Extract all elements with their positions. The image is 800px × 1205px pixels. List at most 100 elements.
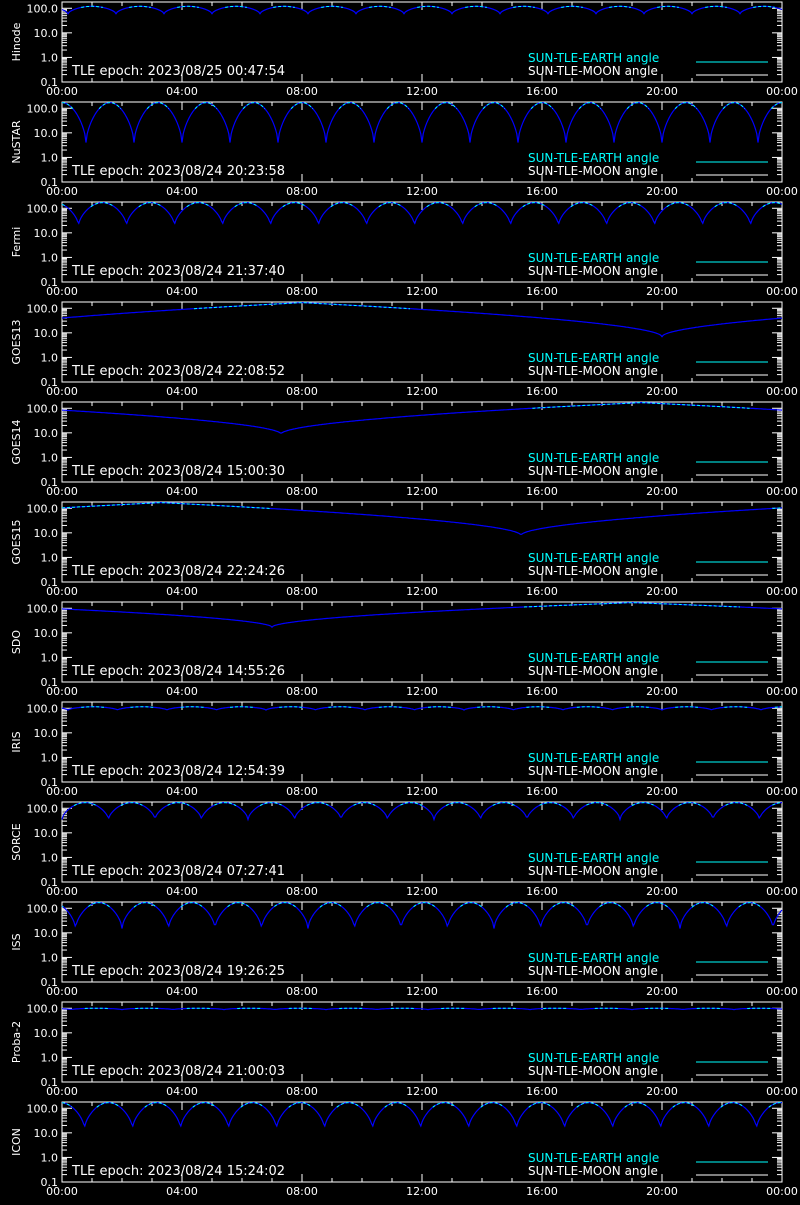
- y-tick-label: 10.0: [34, 727, 59, 740]
- legend-earth-label: SUN-TLE-EARTH angle: [528, 451, 659, 465]
- legend-moon-label: SUN-TLE-MOON angle: [528, 564, 658, 578]
- x-tick-label: 08:00: [286, 285, 318, 298]
- x-tick-label: 00:00: [766, 1085, 798, 1098]
- x-tick-label: 20:00: [646, 285, 678, 298]
- legend-moon-label: SUN-TLE-MOON angle: [528, 1064, 658, 1078]
- x-tick-label: 20:00: [646, 385, 678, 398]
- y-tick-label: 10.0: [34, 1027, 59, 1040]
- legend-earth-label: SUN-TLE-EARTH angle: [528, 851, 659, 865]
- tle-epoch-label: TLE epoch: 2023/08/24 19:26:25: [71, 964, 285, 979]
- x-tick-label: 00:00: [766, 385, 798, 398]
- x-tick-label: 00:00: [46, 485, 78, 498]
- tle-epoch-label: TLE epoch: 2023/08/24 15:00:30: [71, 464, 285, 479]
- x-tick-label: 12:00: [406, 885, 438, 898]
- x-tick-label: 08:00: [286, 585, 318, 598]
- y-tick-label: 1.0: [41, 551, 59, 564]
- x-tick-label: 08:00: [286, 985, 318, 998]
- x-tick-label: 16:00: [526, 885, 558, 898]
- y-tick-label: 10.0: [34, 327, 59, 340]
- x-tick-label: 16:00: [526, 985, 558, 998]
- x-tick-label: 16:00: [526, 85, 558, 98]
- x-tick-label: 00:00: [766, 585, 798, 598]
- x-tick-label: 12:00: [406, 785, 438, 798]
- x-tick-label: 00:00: [46, 385, 78, 398]
- y-tick-label: 100.0: [27, 602, 59, 615]
- x-tick-label: 16:00: [526, 785, 558, 798]
- y-tick-label: 1.0: [41, 351, 59, 364]
- x-tick-label: 16:00: [526, 185, 558, 198]
- x-tick-label: 08:00: [286, 85, 318, 98]
- x-tick-label: 00:00: [46, 985, 78, 998]
- y-tick-label: 10.0: [34, 527, 59, 540]
- legend-earth-label: SUN-TLE-EARTH angle: [528, 951, 659, 965]
- x-tick-label: 00:00: [46, 85, 78, 98]
- x-tick-label: 16:00: [526, 485, 558, 498]
- x-tick-label: 04:00: [166, 385, 198, 398]
- y-tick-label: 10.0: [34, 27, 59, 40]
- legend-moon-label: SUN-TLE-MOON angle: [528, 164, 658, 178]
- x-tick-label: 00:00: [766, 485, 798, 498]
- x-tick-label: 00:00: [46, 1085, 78, 1098]
- x-tick-label: 08:00: [286, 1085, 318, 1098]
- x-tick-label: 08:00: [286, 885, 318, 898]
- satellite-name: ISS: [10, 933, 23, 950]
- y-tick-label: 100.0: [27, 2, 59, 15]
- x-tick-label: 16:00: [526, 585, 558, 598]
- x-tick-label: 20:00: [646, 185, 678, 198]
- x-tick-label: 08:00: [286, 185, 318, 198]
- x-tick-label: 12:00: [406, 985, 438, 998]
- x-tick-label: 04:00: [166, 585, 198, 598]
- tle-epoch-label: TLE epoch: 2023/08/24 12:54:39: [71, 764, 285, 779]
- x-tick-label: 20:00: [646, 485, 678, 498]
- y-tick-label: 10.0: [34, 127, 59, 140]
- satellite-name: IRIS: [10, 731, 23, 752]
- y-tick-label: 1.0: [41, 1051, 59, 1064]
- x-tick-label: 16:00: [526, 1185, 558, 1198]
- x-tick-label: 16:00: [526, 1085, 558, 1098]
- x-tick-label: 04:00: [166, 1185, 198, 1198]
- y-tick-label: 1.0: [41, 251, 59, 264]
- y-tick-label: 100.0: [27, 202, 59, 215]
- y-tick-label: 1.0: [41, 151, 59, 164]
- y-tick-label: 10.0: [34, 427, 59, 440]
- x-tick-label: 20:00: [646, 685, 678, 698]
- y-tick-label: 100.0: [27, 1102, 59, 1115]
- x-tick-label: 04:00: [166, 1085, 198, 1098]
- y-tick-label: 1.0: [41, 451, 59, 464]
- earth-angle-line: [769, 1103, 782, 1108]
- tle-epoch-label: TLE epoch: 2023/08/24 15:24:02: [71, 1164, 285, 1179]
- x-tick-label: 12:00: [406, 1085, 438, 1098]
- satellite-name: Hinode: [10, 22, 23, 61]
- satellite-name: SORCE: [10, 823, 23, 860]
- earth-angle-line: [532, 403, 749, 409]
- x-tick-label: 08:00: [286, 685, 318, 698]
- legend-moon-label: SUN-TLE-MOON angle: [528, 64, 658, 78]
- satellite-name: ICON: [10, 1128, 23, 1156]
- x-tick-label: 12:00: [406, 485, 438, 498]
- x-tick-label: 20:00: [646, 1085, 678, 1098]
- x-tick-label: 00:00: [46, 285, 78, 298]
- y-tick-label: 100.0: [27, 902, 59, 915]
- satellite-name: NuSTAR: [10, 120, 23, 164]
- y-tick-label: 10.0: [34, 627, 59, 640]
- legend-moon-label: SUN-TLE-MOON angle: [528, 364, 658, 378]
- x-tick-label: 00:00: [46, 785, 78, 798]
- legend-moon-label: SUN-TLE-MOON angle: [528, 664, 658, 678]
- y-tick-label: 100.0: [27, 702, 59, 715]
- x-tick-label: 20:00: [646, 1185, 678, 1198]
- x-tick-label: 00:00: [46, 585, 78, 598]
- y-tick-label: 100.0: [27, 402, 59, 415]
- legend-moon-label: SUN-TLE-MOON angle: [528, 264, 658, 278]
- tle-epoch-label: TLE epoch: 2023/08/24 07:27:41: [71, 864, 285, 879]
- x-tick-label: 00:00: [766, 785, 798, 798]
- x-tick-label: 20:00: [646, 985, 678, 998]
- legend-moon-label: SUN-TLE-MOON angle: [528, 1164, 658, 1178]
- x-tick-label: 00:00: [766, 185, 798, 198]
